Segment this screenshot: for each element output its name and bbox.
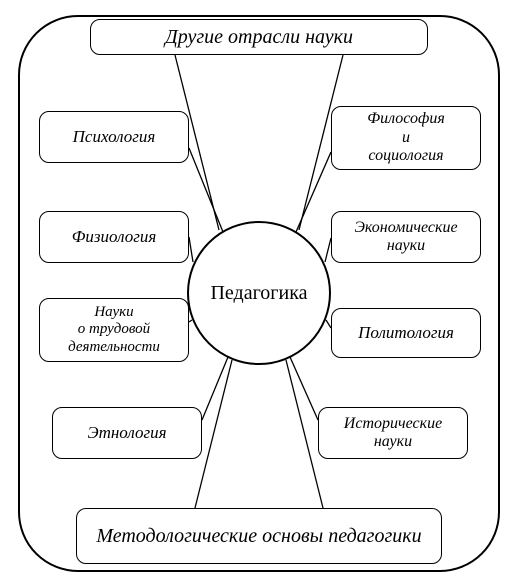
node-label-ethnology: Этнология: [87, 423, 166, 443]
footer-label: Методологические основы педагогики: [96, 525, 421, 548]
node-psychology: Психология: [39, 111, 189, 163]
node-label-history: Историческиенауки: [344, 415, 442, 452]
edge-history: [290, 357, 318, 420]
node-label-physiology: Физиология: [72, 227, 157, 247]
edge-philo-socio: [296, 152, 331, 232]
center-label: Педагогика: [210, 282, 307, 305]
node-label-labour: Наукио трудовойдеятельности: [68, 304, 160, 356]
edge-psychology: [189, 148, 223, 232]
header-label: Другие отрасли науки: [165, 26, 353, 49]
node-label-politology: Политология: [358, 323, 454, 343]
footer-box: Методологические основы педагогики: [76, 508, 442, 564]
node-politology: Политология: [331, 308, 481, 358]
node-history: Историческиенауки: [318, 407, 468, 459]
node-physiology: Физиология: [39, 211, 189, 263]
node-economics: Экономическиенауки: [331, 211, 481, 263]
node-philo-socio: Философияисоциология: [331, 106, 481, 170]
node-label-psychology: Психология: [73, 127, 156, 147]
header-box: Другие отрасли науки: [90, 19, 428, 55]
node-ethnology: Этнология: [52, 407, 202, 459]
node-labour: Наукио трудовойдеятельности: [39, 298, 189, 362]
diagram-stage: Другие отрасли науки Методологические ос…: [0, 0, 518, 584]
edge-physiology: [189, 237, 193, 262]
edge-ethnology: [202, 357, 228, 420]
node-label-philo-socio: Философияисоциология: [367, 110, 445, 165]
node-label-economics: Экономическиенауки: [354, 219, 457, 256]
center-node: Педагогика: [187, 221, 331, 365]
